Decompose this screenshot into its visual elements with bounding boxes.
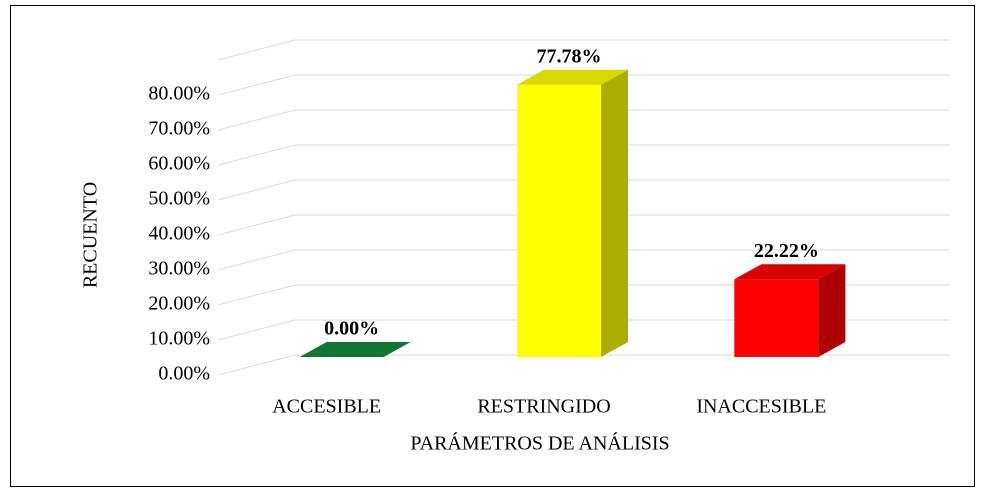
value-label: 0.00% [324,318,379,340]
bar-side [818,264,846,357]
bar-top [517,69,628,85]
x-tick-label: RESTRINGIDO [477,396,610,418]
bar [517,84,601,358]
y-tick-label: 30.00% [148,258,210,280]
bar-side [601,69,628,358]
grid-line [217,144,950,166]
y-axis-label: RECUENTO [80,182,102,288]
grid-line [217,284,950,306]
grid-line [217,319,950,341]
bar-top [299,342,411,357]
grid-line [217,109,950,131]
grid-line [217,179,950,201]
x-axis-label: PARÁMETROS DE ANÁLISIS [410,432,669,455]
y-tick-label: 50.00% [148,188,210,210]
bar [734,279,819,357]
x-tick-label: INACCESIBLE [696,396,826,418]
value-label: 77.78% [537,45,602,67]
y-tick-label: 70.00% [148,118,210,140]
frame [10,5,975,487]
y-tick-label: 20.00% [148,293,210,315]
y-tick-label: 10.00% [148,328,210,350]
value-label: 22.22% [754,240,819,262]
y-tick-label: 80.00% [148,83,210,105]
grid-line [217,214,950,236]
plot-top-edge [217,39,950,61]
grid-line [217,354,950,376]
x-tick-label: ACCESIBLE [272,396,381,418]
y-tick-label: 40.00% [148,223,210,245]
grid-line [217,249,950,271]
y-tick-label: 60.00% [148,153,210,175]
grid-line [217,74,950,96]
bar-top [734,264,846,280]
y-tick-label: 0.00% [158,363,210,385]
